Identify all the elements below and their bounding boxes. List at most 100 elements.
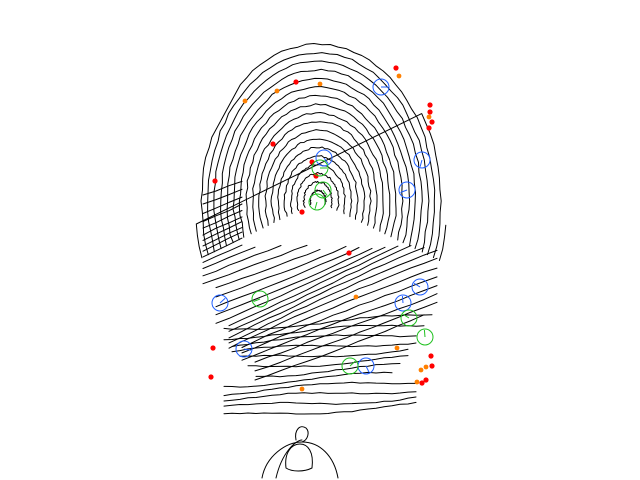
ridge-line [215,247,373,316]
ridge-line [202,180,243,196]
minutia-blue-circle [411,278,429,296]
ridge-line [202,221,243,241]
minutia-orange-dot [423,364,429,370]
minutia-orange-dot [396,73,402,79]
ridge-line [215,245,347,298]
ridge-line [200,43,436,256]
minutia-red-dot [426,125,432,131]
ridge-line [228,257,438,349]
ridge-line [254,293,438,363]
ridge-line [223,314,433,330]
ridge-line [223,391,417,402]
finger-base-line [295,426,309,443]
ridge-line [202,210,243,229]
ridge-line [195,113,442,259]
ridge-line [283,155,353,218]
ridge-line [228,245,412,332]
minutia-red-dot [427,102,433,108]
ridge-line [223,371,393,388]
ridge-line [255,363,401,378]
minutia-green-circle [400,309,418,327]
minutiae-markers [208,65,435,392]
minutia-red-dot [299,209,305,215]
minutia-red-dot [212,178,218,184]
fingerprint-ridges [195,43,447,415]
minutia-red-dot [346,250,352,256]
ridge-line [213,60,423,250]
fingerprint-base-region [261,426,339,479]
minutia-green-circle [308,193,326,211]
minutia-blue-circle [413,151,431,169]
ridge-line [228,247,425,339]
finger-base-line [261,441,339,479]
ridge-line [223,381,417,397]
ridge-line [232,86,404,241]
minutia-orange-dot [317,81,323,87]
ridge-line [202,244,308,285]
minutia-orange-dot [418,367,424,373]
ridge-line [296,172,340,211]
minutia-blue-circle [211,294,229,312]
ridge-line [223,401,417,415]
ridge-line [202,196,243,214]
minutia-green-circle [341,357,359,375]
minutia-blue-circle [398,181,416,199]
minutia-blue-circle [235,340,253,358]
ridge-line [215,248,321,289]
minutia-green-circle [311,159,329,177]
minutia-green-circle [416,328,434,346]
finger-base-line [285,443,313,472]
minutia-red-dot [429,363,435,369]
ridge-line [202,246,256,269]
minutia-orange-dot [299,386,305,392]
ridge-line [226,77,411,244]
ridge-line [302,180,333,209]
minutia-blue-circle [372,78,390,96]
ridge-line [223,396,417,407]
minutia-orange-dot [274,88,280,94]
ridge-line [207,52,430,253]
ridge-line [252,112,384,232]
ridge-line [438,224,447,261]
minutia-blue-circle [394,294,412,312]
ridge-line [254,301,438,372]
ridge-line [270,138,366,223]
ridge-line [245,103,391,235]
minutia-red-dot [208,374,214,380]
ridge-line [254,314,425,381]
minutia-red-dot [270,141,276,147]
minutia-red-dot [427,109,433,115]
finger-base-line [275,439,303,479]
ridge-line [202,237,243,258]
minutia-orange-dot [353,294,359,300]
ridge-line [202,245,282,277]
ridge-line [202,227,243,247]
minutia-orange-dot [414,379,420,385]
minutia-red-dot [428,353,434,359]
ridge-line [228,249,438,344]
minutia-red-dot [419,380,425,386]
ridge-line [223,324,425,341]
minutia-orange-dot [242,98,248,104]
minutia-red-dot [393,65,399,71]
minutia-red-dot [423,377,429,383]
minutia-red-dot [429,119,435,125]
ridge-line [277,146,359,221]
ridge-line [231,334,417,347]
ridge-line [241,276,438,354]
ridge-line [264,129,372,226]
ridge-line [202,203,243,222]
ridge-line [231,342,417,353]
ridge-line [202,244,243,263]
minutia-red-dot [210,345,216,351]
minutia-green-circle [314,181,332,199]
ridge-line [220,68,416,247]
ridge-line [202,188,243,205]
ridge-line [241,267,438,348]
ridge-line [238,94,397,238]
ridge-line [228,245,399,327]
ridge-line [247,355,409,368]
ridge-line [215,247,360,308]
minutia-red-dot [309,159,315,165]
